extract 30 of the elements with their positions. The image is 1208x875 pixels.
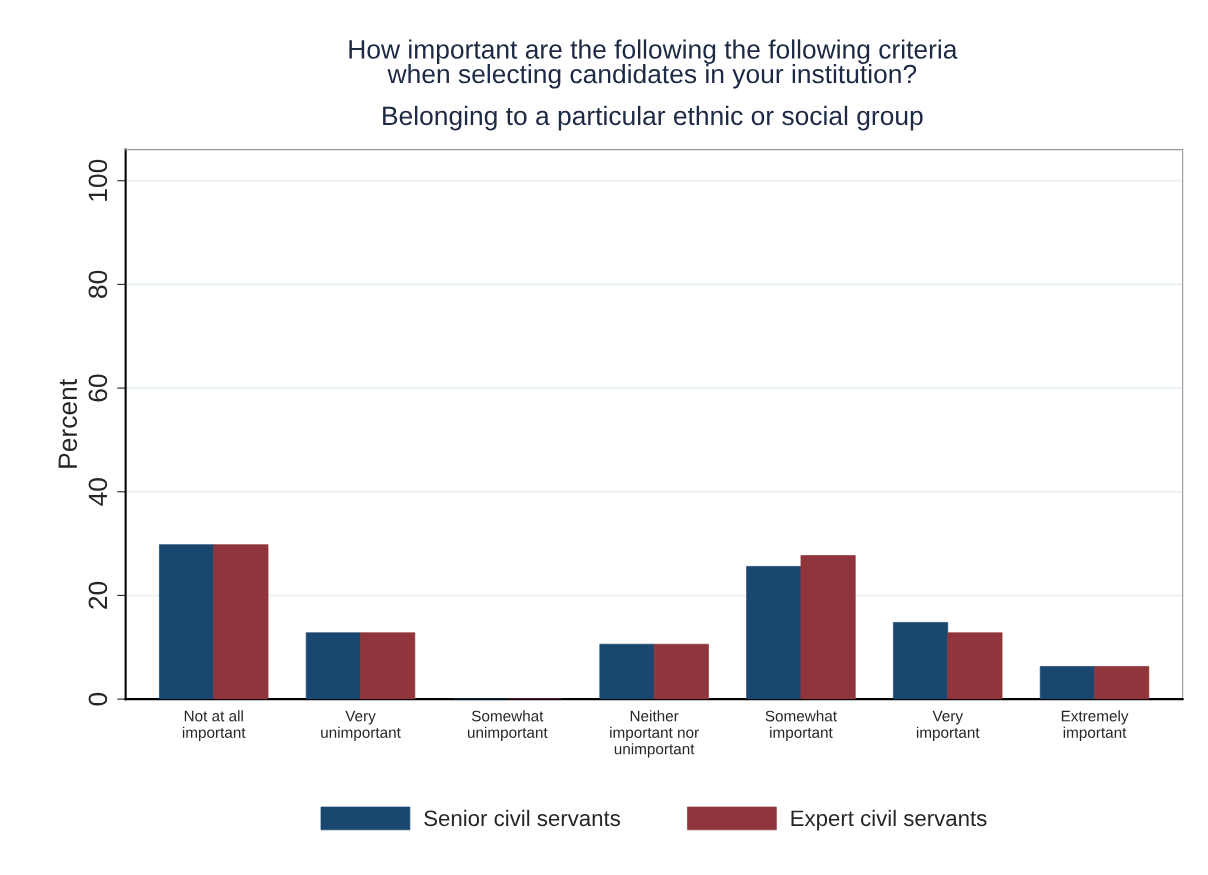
x-tick-label: Neither important nor unimportant bbox=[610, 710, 699, 758]
chart-title: How important are the following the following criteria when selecting candidates in your institution? bbox=[349, 39, 958, 89]
y-tick-label: 100 bbox=[88, 159, 108, 201]
x-tick-label: Very unimportant bbox=[321, 710, 401, 741]
bar bbox=[947, 632, 1003, 700]
x-tick-label: Somewhat important bbox=[765, 710, 837, 741]
bar bbox=[800, 555, 856, 700]
legend-label: Senior civil servants bbox=[424, 809, 621, 827]
bar bbox=[653, 643, 709, 700]
legend-label: Expert civil servants bbox=[791, 809, 987, 831]
y-tick-label: 0 bbox=[88, 692, 108, 706]
bar bbox=[305, 632, 361, 700]
bar bbox=[360, 632, 416, 700]
x-tick-label: Extremely important bbox=[1061, 710, 1129, 741]
chart-subtitle: Belonging to a particular ethnic or social group bbox=[383, 105, 923, 131]
y-tick-label: 20 bbox=[88, 581, 108, 609]
bar bbox=[1039, 666, 1095, 700]
bar bbox=[1094, 666, 1150, 700]
y-tick-label: 60 bbox=[88, 374, 108, 402]
bar bbox=[213, 544, 269, 700]
y-tick-label: 40 bbox=[88, 478, 108, 506]
y-axis-title: Percent bbox=[58, 379, 78, 468]
bar bbox=[159, 544, 215, 700]
y-tick-label: 80 bbox=[88, 270, 108, 298]
bar bbox=[746, 566, 802, 700]
x-tick-label: Very important bbox=[916, 710, 980, 741]
bar bbox=[599, 643, 655, 700]
x-tick-label: Somewhat unimportant bbox=[467, 710, 548, 741]
bar bbox=[893, 622, 949, 700]
x-tick-label: Not at all important bbox=[182, 710, 246, 741]
